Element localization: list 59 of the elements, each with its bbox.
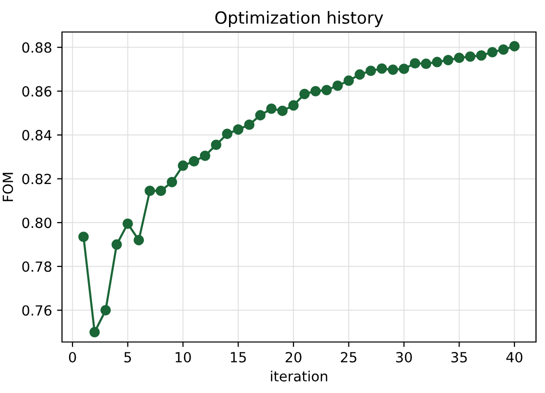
point — [476, 50, 487, 61]
point — [487, 46, 498, 58]
point — [366, 66, 376, 76]
point — [388, 64, 398, 75]
point — [410, 58, 420, 69]
y-axis-title: FOM — [2, 172, 14, 202]
x-axis-title: iteration — [270, 370, 328, 382]
point — [376, 63, 388, 74]
point — [222, 128, 232, 140]
point — [344, 75, 354, 86]
point — [332, 80, 343, 91]
point — [233, 124, 244, 135]
point — [200, 150, 210, 161]
point — [89, 326, 100, 338]
y-tick-label: 0.86 — [22, 86, 52, 97]
point — [244, 119, 254, 130]
point — [134, 234, 144, 246]
point — [178, 160, 188, 171]
point — [299, 88, 310, 100]
point — [321, 84, 332, 96]
y-tick-label: 0.84 — [22, 130, 52, 140]
point — [498, 44, 509, 55]
x-tick-label: 5 — [124, 352, 131, 362]
x-tick-label: 10 — [176, 352, 191, 362]
x-tick-label: 20 — [286, 352, 302, 362]
point — [188, 156, 200, 166]
x-tick-label: 0 — [68, 352, 76, 362]
point — [78, 232, 89, 242]
point — [398, 64, 410, 74]
y-tick-label: 0.82 — [22, 174, 51, 184]
point — [442, 54, 454, 66]
point — [156, 186, 166, 196]
point — [288, 100, 299, 111]
y-tick-label: 0.80 — [22, 218, 52, 228]
point — [100, 305, 111, 316]
point — [166, 176, 178, 188]
y-tick-label: 0.76 — [22, 305, 52, 316]
x-tick-label: 40 — [506, 352, 522, 362]
x-tick-label: 30 — [396, 352, 412, 362]
point — [255, 110, 266, 120]
y-tick-label: 0.78 — [22, 261, 52, 272]
x-tick-label: 35 — [451, 352, 467, 362]
point — [432, 56, 442, 68]
point — [465, 51, 476, 62]
x-tick-label: 25 — [340, 352, 356, 362]
chart-title: Optimization history — [215, 11, 384, 28]
point — [509, 41, 520, 52]
point — [266, 103, 277, 114]
y-tick-label: 0.88 — [22, 42, 52, 53]
point — [454, 52, 464, 64]
point — [122, 218, 133, 229]
point — [210, 140, 222, 150]
point — [144, 186, 156, 196]
point — [111, 239, 122, 250]
point — [277, 106, 288, 116]
point — [354, 69, 365, 80]
point — [310, 86, 321, 96]
point — [420, 58, 432, 69]
x-tick-label: 15 — [230, 352, 246, 362]
